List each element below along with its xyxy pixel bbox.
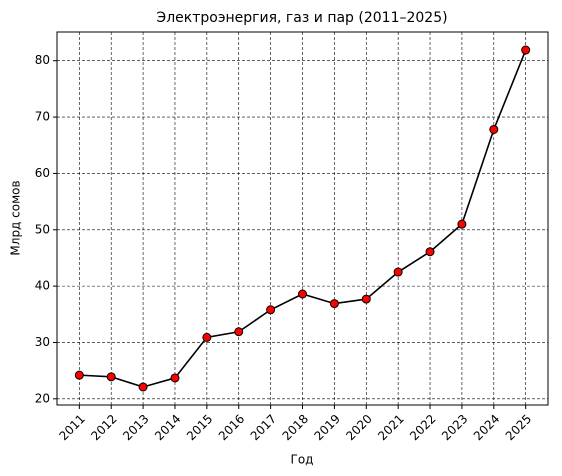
- plot-frame: [56, 31, 549, 406]
- x-tick-label: 2020: [343, 412, 374, 443]
- data-point: [234, 327, 244, 337]
- x-tick-label: 2014: [152, 412, 183, 443]
- x-tick-label: 2023: [439, 412, 470, 443]
- data-point: [425, 247, 435, 257]
- x-tick-label: 2017: [248, 412, 279, 443]
- y-tick-label: 50: [35, 222, 50, 236]
- x-tick-label: 2018: [280, 412, 311, 443]
- data-point: [457, 219, 467, 229]
- x-tick-label: 2016: [216, 412, 247, 443]
- x-tick-label: 2021: [375, 412, 406, 443]
- chart-title: Электроэнергия, газ и пар (2011–2025): [156, 10, 447, 26]
- data-point: [170, 373, 180, 383]
- data-point: [521, 45, 531, 55]
- x-tick-label: 2011: [56, 412, 87, 443]
- y-axis-label: Млрд сомов: [9, 180, 23, 255]
- x-tick-label: 2025: [503, 412, 534, 443]
- x-tick-label: 2013: [120, 412, 151, 443]
- y-tick-label: 30: [35, 335, 50, 349]
- x-tick-label: 2022: [407, 412, 438, 443]
- data-point: [74, 370, 84, 380]
- x-axis-label: Год: [291, 453, 314, 467]
- x-tick-label: 2012: [88, 412, 119, 443]
- data-point: [393, 267, 403, 277]
- x-tick-label: 2019: [311, 412, 342, 443]
- y-tick-label: 80: [35, 53, 50, 67]
- data-point: [361, 294, 371, 304]
- x-tick-label: 2015: [184, 412, 215, 443]
- data-point: [106, 372, 116, 382]
- data-point: [329, 299, 339, 309]
- data-point: [202, 332, 212, 342]
- data-point: [266, 305, 276, 315]
- data-point: [138, 382, 148, 392]
- x-tick-label: 2024: [471, 412, 502, 443]
- y-tick-label: 60: [35, 166, 50, 180]
- y-tick-label: 20: [35, 391, 50, 405]
- data-point: [489, 124, 499, 134]
- y-tick-label: 40: [35, 279, 50, 293]
- data-point: [298, 289, 307, 299]
- y-tick-label: 70: [35, 110, 50, 124]
